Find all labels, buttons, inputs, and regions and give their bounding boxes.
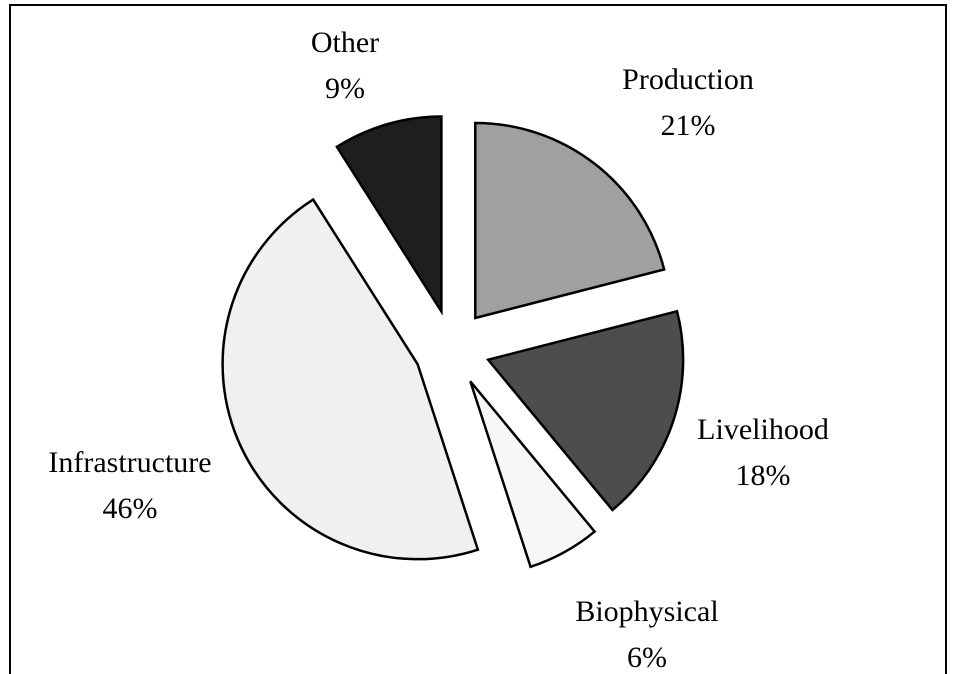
slice-value-label: 46% [103,492,158,525]
pie-slice [469,380,597,569]
pie-slice [335,115,443,316]
slice-label: Production [622,63,754,96]
slice-label: Infrastructure [48,446,211,479]
pie-slice [474,121,666,320]
slice-value-label: 9% [325,72,365,105]
slice-label: Other [311,26,379,59]
pie-slice [485,309,685,512]
slice-value-label: 6% [627,641,667,674]
slice-label: Biophysical [575,595,718,628]
slice-label: Livelihood [697,413,829,446]
pie-slice [221,197,480,561]
slice-value-label: 21% [661,109,716,142]
slice-value-label: 18% [736,459,791,492]
chart-frame [9,4,947,674]
